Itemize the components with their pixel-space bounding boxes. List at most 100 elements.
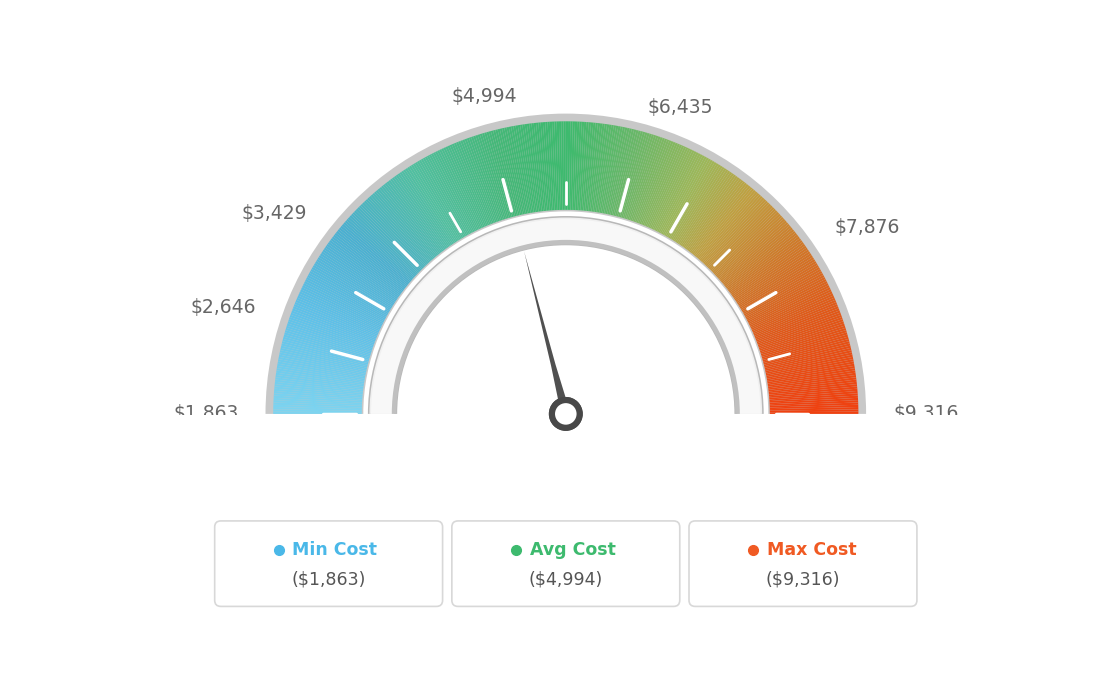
Wedge shape xyxy=(723,228,793,285)
Circle shape xyxy=(549,397,583,431)
Wedge shape xyxy=(471,137,501,221)
Wedge shape xyxy=(618,131,643,217)
Wedge shape xyxy=(595,124,609,212)
Wedge shape xyxy=(673,166,723,242)
Text: $7,876: $7,876 xyxy=(835,218,900,237)
Wedge shape xyxy=(767,366,854,382)
Wedge shape xyxy=(666,159,711,237)
Wedge shape xyxy=(282,341,368,365)
Wedge shape xyxy=(275,384,363,395)
Wedge shape xyxy=(554,121,560,210)
Wedge shape xyxy=(275,380,363,391)
Wedge shape xyxy=(463,139,496,223)
Wedge shape xyxy=(476,135,505,220)
Wedge shape xyxy=(397,173,449,247)
Wedge shape xyxy=(769,405,858,409)
Wedge shape xyxy=(696,188,754,257)
Wedge shape xyxy=(758,319,843,349)
Wedge shape xyxy=(516,126,532,213)
Wedge shape xyxy=(733,246,807,298)
Wedge shape xyxy=(327,244,400,297)
Wedge shape xyxy=(627,135,656,220)
Wedge shape xyxy=(332,237,404,291)
Wedge shape xyxy=(697,190,756,259)
Wedge shape xyxy=(467,138,498,222)
Wedge shape xyxy=(752,293,834,331)
Wedge shape xyxy=(655,150,694,230)
Wedge shape xyxy=(545,122,553,210)
Wedge shape xyxy=(603,126,620,213)
Wedge shape xyxy=(380,187,437,257)
Wedge shape xyxy=(757,315,842,346)
Wedge shape xyxy=(691,183,747,254)
Wedge shape xyxy=(714,214,781,275)
Wedge shape xyxy=(274,395,362,403)
Wedge shape xyxy=(768,382,857,393)
Wedge shape xyxy=(375,190,435,259)
Wedge shape xyxy=(400,172,452,246)
Wedge shape xyxy=(656,151,697,231)
Wedge shape xyxy=(485,132,510,218)
Wedge shape xyxy=(454,143,489,226)
Wedge shape xyxy=(577,121,584,210)
Wedge shape xyxy=(274,405,362,409)
Wedge shape xyxy=(719,220,787,280)
Wedge shape xyxy=(712,210,777,273)
Wedge shape xyxy=(768,384,857,395)
Wedge shape xyxy=(769,388,858,398)
Wedge shape xyxy=(597,125,614,213)
Wedge shape xyxy=(336,231,406,288)
Wedge shape xyxy=(322,249,397,301)
Wedge shape xyxy=(305,279,384,322)
Wedge shape xyxy=(513,126,531,213)
Wedge shape xyxy=(284,333,370,359)
Wedge shape xyxy=(761,326,846,354)
Wedge shape xyxy=(384,183,440,254)
Wedge shape xyxy=(725,231,796,288)
Text: ($1,863): ($1,863) xyxy=(291,571,365,589)
Wedge shape xyxy=(724,229,794,286)
Wedge shape xyxy=(623,133,649,219)
Wedge shape xyxy=(395,175,448,248)
Wedge shape xyxy=(740,261,817,308)
Wedge shape xyxy=(539,122,549,210)
Wedge shape xyxy=(402,170,453,245)
Wedge shape xyxy=(585,123,596,211)
Wedge shape xyxy=(449,144,486,226)
Wedge shape xyxy=(480,134,508,219)
Wedge shape xyxy=(342,224,411,283)
Wedge shape xyxy=(578,122,586,210)
Wedge shape xyxy=(678,169,729,244)
Wedge shape xyxy=(283,337,369,362)
Wedge shape xyxy=(671,164,719,240)
Wedge shape xyxy=(278,357,365,375)
Wedge shape xyxy=(769,386,858,396)
Wedge shape xyxy=(768,375,856,388)
Wedge shape xyxy=(755,306,839,340)
Wedge shape xyxy=(592,124,605,212)
Wedge shape xyxy=(648,146,687,228)
Wedge shape xyxy=(582,122,591,210)
Circle shape xyxy=(555,403,576,424)
Wedge shape xyxy=(702,196,763,263)
Wedge shape xyxy=(278,359,365,377)
Wedge shape xyxy=(288,319,373,349)
Wedge shape xyxy=(694,187,752,257)
Wedge shape xyxy=(349,215,416,277)
FancyBboxPatch shape xyxy=(452,521,680,607)
Wedge shape xyxy=(427,155,470,235)
FancyBboxPatch shape xyxy=(214,521,443,607)
Wedge shape xyxy=(619,132,645,217)
Wedge shape xyxy=(465,139,497,222)
Wedge shape xyxy=(302,283,383,324)
Wedge shape xyxy=(293,306,376,340)
Wedge shape xyxy=(672,164,721,241)
Wedge shape xyxy=(753,297,836,335)
Wedge shape xyxy=(365,199,427,265)
Wedge shape xyxy=(277,364,364,380)
Wedge shape xyxy=(319,255,394,304)
Wedge shape xyxy=(720,222,788,282)
Wedge shape xyxy=(636,139,669,223)
Wedge shape xyxy=(751,291,832,330)
Wedge shape xyxy=(676,167,724,242)
